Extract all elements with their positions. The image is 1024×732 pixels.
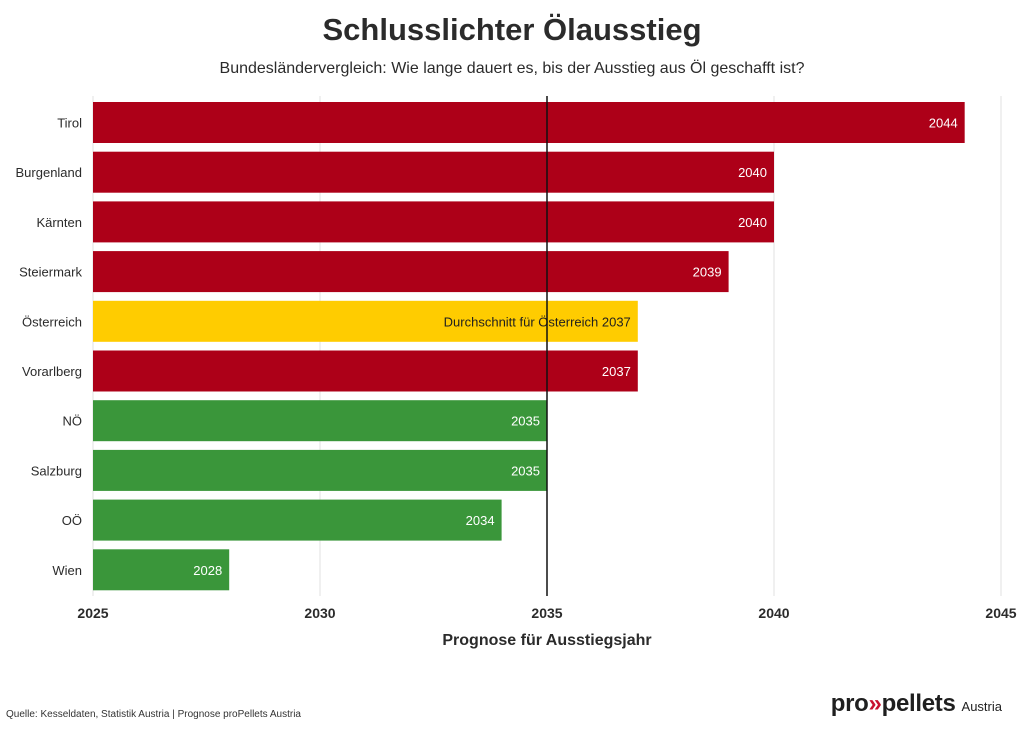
logo-pellets: pellets bbox=[881, 690, 956, 717]
data-label: 2037 bbox=[602, 364, 631, 379]
data-label: Durchschnitt für Österreich 2037 bbox=[444, 314, 631, 329]
x-tick-labels: 2025 2030 2035 2040 2045 bbox=[77, 605, 1016, 621]
data-label: 2039 bbox=[693, 265, 722, 280]
category-label: Burgenland bbox=[16, 165, 83, 180]
data-label: 2034 bbox=[466, 513, 495, 528]
data-label: 2035 bbox=[511, 463, 540, 478]
x-tick-label: 2030 bbox=[304, 605, 335, 621]
data-label: 2040 bbox=[738, 215, 767, 230]
source-note: Quelle: Kesseldaten, Statistik Austria |… bbox=[6, 709, 301, 720]
category-label: OÖ bbox=[62, 513, 82, 528]
bar bbox=[93, 350, 638, 392]
x-tick-label: 2025 bbox=[77, 605, 108, 621]
logo-austria: Austria bbox=[961, 699, 1002, 714]
category-label: Vorarlberg bbox=[22, 364, 82, 379]
data-label: 2028 bbox=[193, 563, 222, 578]
data-labels: 2044 2040 2040 2039 Durchschnitt für Österre… bbox=[193, 116, 957, 578]
logo-pro: pro bbox=[830, 690, 869, 717]
bar bbox=[93, 201, 774, 243]
bar bbox=[93, 151, 774, 193]
bar bbox=[93, 251, 729, 293]
chart-subtitle: Bundesländervergleich: Wie lange dauert … bbox=[219, 60, 805, 77]
category-label: Tirol bbox=[57, 116, 82, 131]
category-label: Steiermark bbox=[19, 265, 82, 280]
category-label: Salzburg bbox=[31, 463, 82, 478]
bar bbox=[93, 499, 502, 541]
bar bbox=[93, 400, 547, 442]
data-label: 2035 bbox=[511, 414, 540, 429]
x-tick-label: 2040 bbox=[758, 605, 789, 621]
propellets-logo: pro»pellets Austria bbox=[831, 690, 1002, 718]
bar bbox=[93, 102, 965, 143]
x-tick-label: 2035 bbox=[531, 605, 562, 621]
bars bbox=[93, 102, 965, 591]
logo-wordmark: pro»pellets bbox=[831, 690, 956, 718]
category-label: Wien bbox=[52, 563, 82, 578]
chart-title: Schlusslichter Ölausstieg bbox=[322, 12, 702, 47]
bar bbox=[93, 449, 547, 491]
bar-chart: Tirol Burgenland Kärnten Steiermark Österrei… bbox=[16, 96, 1017, 649]
category-label: NÖ bbox=[63, 414, 83, 429]
data-label: 2040 bbox=[738, 165, 767, 180]
category-label: Österreich bbox=[22, 314, 82, 329]
logo-arrows-icon: » bbox=[868, 690, 882, 717]
category-label: Kärnten bbox=[36, 215, 82, 230]
data-label: 2044 bbox=[929, 116, 958, 131]
x-tick-label: 2045 bbox=[985, 605, 1016, 621]
x-axis-title: Prognose für Ausstiegsjahr bbox=[442, 632, 651, 649]
category-labels: Tirol Burgenland Kärnten Steiermark Österrei… bbox=[16, 116, 83, 578]
bar bbox=[93, 549, 230, 591]
